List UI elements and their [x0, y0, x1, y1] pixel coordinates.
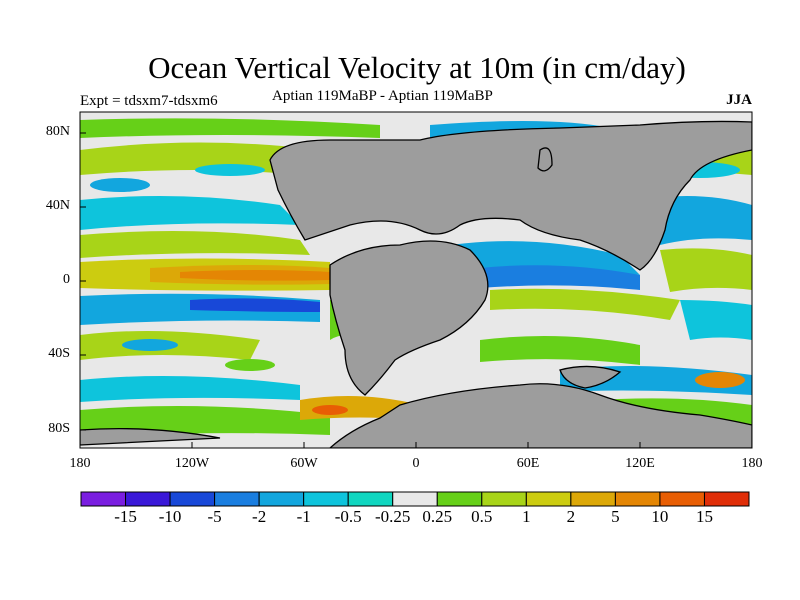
colorbar-label: -5 [207, 507, 222, 526]
colorbar-label: -1 [296, 507, 311, 526]
field-patch [225, 359, 275, 371]
lon-label-180e: 180 [741, 456, 763, 471]
island [80, 427, 221, 446]
field-region [80, 231, 310, 258]
experiment-label: Expt = tdsxm7-tdsxm6 [80, 93, 218, 109]
lat-label-40n: 40N [45, 198, 70, 213]
field-patch [695, 372, 745, 388]
colorbar-swatch [214, 491, 260, 507]
colorbar-swatch [525, 491, 572, 507]
field-region [80, 196, 300, 230]
field-region [480, 265, 640, 290]
colorbar-label: 5 [611, 507, 620, 526]
season-label: JJA [726, 92, 752, 108]
colorbar-label: 0.5 [471, 507, 493, 526]
axis-ticks [80, 132, 641, 448]
field-patch [90, 178, 150, 192]
colorbar-label: 2 [566, 507, 576, 526]
field-region [190, 298, 320, 312]
period-subtitle: Aptian 119MaBP - Aptian 119MaBP [272, 88, 493, 104]
field-region [660, 248, 752, 292]
colorbar-swatch [659, 491, 705, 507]
colorbar-swatch [303, 491, 349, 507]
colorbar-label: -0.25 [375, 507, 411, 526]
lon-label-60e: 60E [516, 456, 540, 471]
colorbar-swatch [125, 491, 171, 507]
lat-label-0: 0 [63, 272, 70, 287]
southern-continent [329, 240, 489, 396]
colorbar-swatch [347, 491, 394, 507]
colorbar-label: 1 [522, 507, 531, 526]
colorbar-swatch [570, 491, 616, 507]
colorbar-swatch [258, 491, 305, 507]
field-region [180, 270, 330, 281]
lat-label-40s: 40S [48, 346, 70, 361]
colorbar-swatch [392, 491, 438, 507]
colorbar-label: 0.25 [422, 507, 453, 526]
lon-label-120w: 120W [174, 456, 210, 471]
colorbar-label: 10 [651, 507, 669, 526]
island [537, 147, 553, 172]
colorbar-swatch [80, 491, 127, 507]
colorbar-label: 15 [695, 507, 713, 526]
colorbar-label: -15 [114, 507, 137, 526]
lon-label-180w: 180 [69, 456, 91, 471]
lon-label-0: 0 [412, 456, 420, 471]
continents [80, 120, 752, 448]
field-region [490, 288, 680, 320]
field-region [80, 118, 380, 138]
island [559, 365, 622, 389]
field-patch [122, 339, 178, 351]
field-region [80, 376, 300, 402]
field-region [680, 300, 752, 340]
field-patch [195, 164, 265, 176]
field-patch [312, 405, 348, 415]
colorbar-label: -2 [252, 507, 267, 526]
lon-label-120e: 120E [625, 456, 655, 471]
colorbar-swatch [481, 491, 527, 507]
colorbar-swatch [614, 491, 661, 507]
lat-label-80s: 80S [48, 421, 70, 436]
field-region [480, 336, 640, 365]
northern-landmass [269, 120, 752, 271]
colorbar-swatch [169, 491, 216, 507]
colorbar-swatch [703, 491, 750, 507]
colorbar-label: -10 [158, 507, 182, 526]
lon-label-60w: 60W [290, 456, 318, 471]
colorbar-label: -0.5 [334, 507, 362, 526]
chart-title: Ocean Vertical Velocity at 10m (in cm/da… [148, 50, 686, 85]
lat-label-80n: 80N [45, 124, 70, 139]
colorbar-swatch [436, 491, 483, 507]
